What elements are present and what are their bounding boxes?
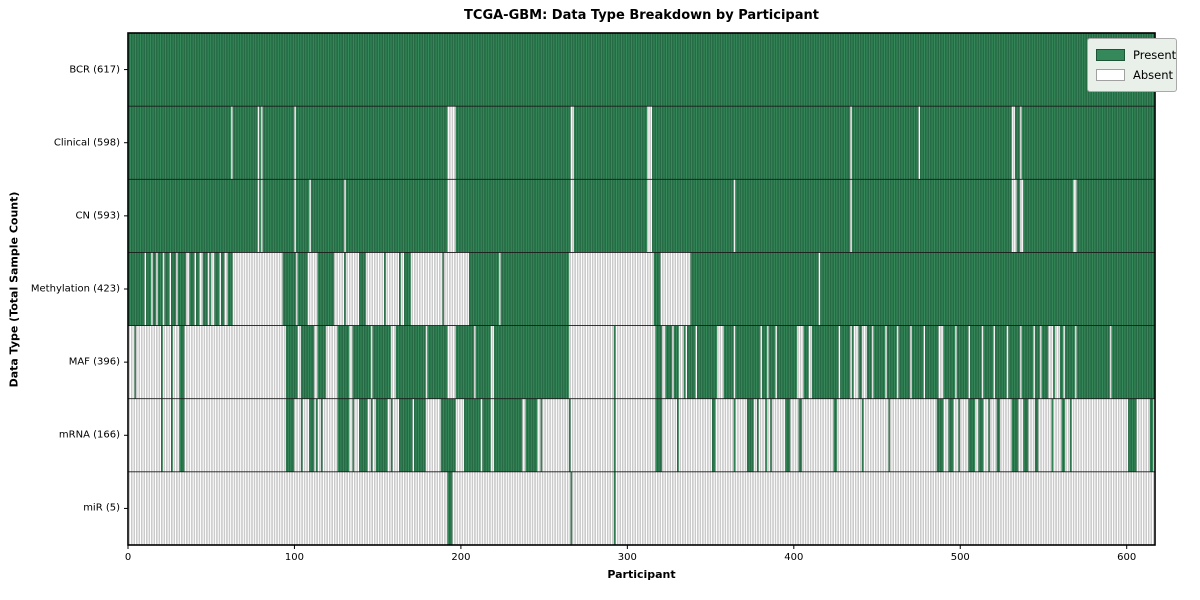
y-tick-label-mir: miR (5) [83,502,120,514]
x-axis-label: Participant [607,568,676,581]
absent-swatch-icon [1096,69,1125,81]
x-tick-label-400: 400 [784,552,804,563]
y-tick-label-bcr: BCR (617) [69,64,120,76]
y-tick-label-mrna: mRNA (166) [58,429,120,441]
y-tick-label-cn: CN (593) [75,210,120,222]
legend-item-present: Present [1096,45,1176,65]
y-axis-label: Data Type (Total Sample Count) [7,191,21,388]
y-tick-label-methylation: Methylation (423) [30,283,120,295]
y-tick-label-clinical: Clinical (598) [53,137,120,149]
x-tick-label-0: 0 [124,552,132,563]
x-tick-label-500: 500 [950,552,970,563]
x-tick-label-100: 100 [284,552,304,563]
present-swatch-icon [1096,49,1125,61]
x-tick-label-200: 200 [451,552,471,563]
legend-item-absent: Absent [1096,65,1173,85]
x-tick-label-600: 600 [1117,552,1137,563]
legend-label: Absent [1133,68,1174,82]
chart-title: TCGA-GBM: Data Type Breakdown by Partici… [464,8,819,23]
x-tick-label-300: 300 [617,552,637,563]
legend-label: Present [1133,48,1177,62]
legend: Present Absent [1087,38,1177,92]
y-tick-label-maf: MAF (396) [68,356,120,368]
